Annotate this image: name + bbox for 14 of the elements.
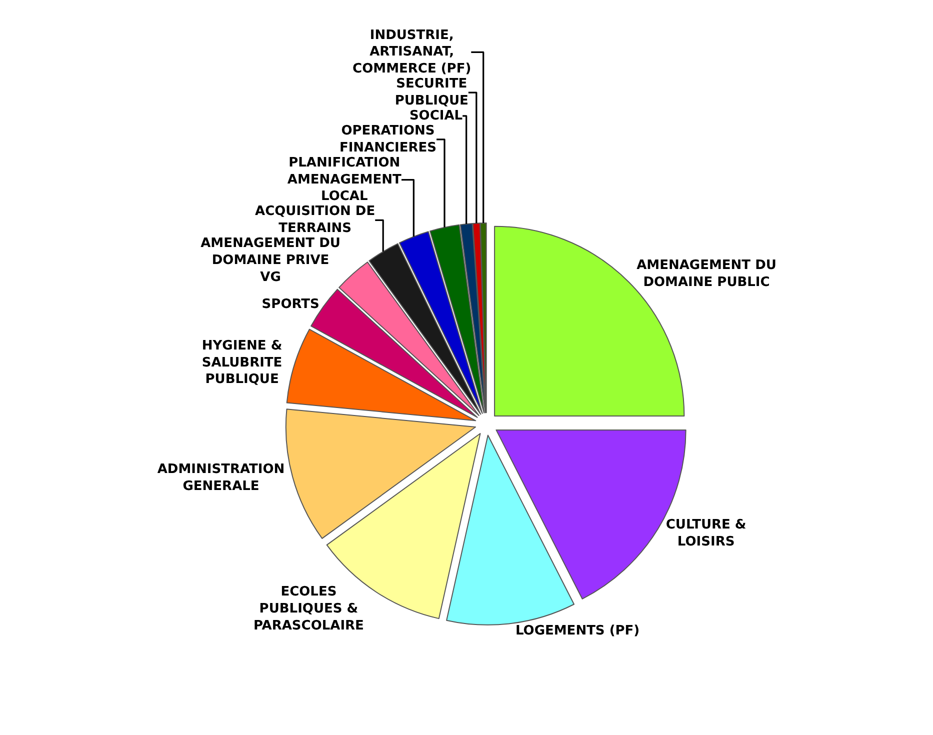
slice-label: ECOLES PUBLIQUES & PARASCOLAIRE [253, 584, 364, 634]
slice-label: SECURITE PUBLIQUE [394, 76, 468, 108]
slice-label: SPORTS [262, 296, 320, 312]
slice-label: LOGEMENTS (PF) [515, 623, 640, 638]
slice-label: PLANIFICATION AMENAGEMENT LOCAL [287, 155, 402, 204]
slice-label: AMENAGEMENT DU DOMAINE PRIVE VG [200, 236, 340, 285]
slice-label: ADMINISTRATION GENERALE [157, 462, 285, 494]
slice-label: CULTURE & LOISIRS [666, 517, 746, 550]
slice-label: OPERATIONS FINANCIERES [339, 123, 437, 156]
slice-label: ACQUISITION DE TERRAINS [255, 204, 376, 236]
slice-label: SOCIAL [409, 108, 463, 124]
slice-label: AMENAGEMENT DU DOMAINE PUBLIC [636, 258, 776, 290]
slice-label: INDUSTRIE, ARTISANAT, COMMERCE (PF) [352, 28, 472, 77]
slice-label: HYGIENE & SALUBRITE PUBLIQUE [202, 338, 282, 388]
